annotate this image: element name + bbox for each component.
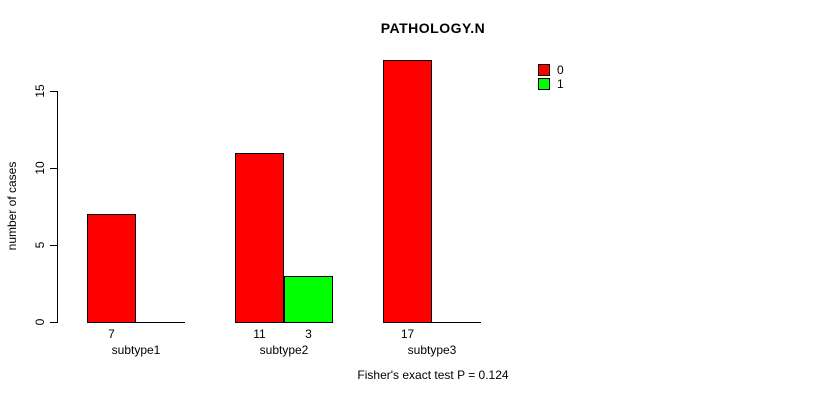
y-axis-line: [57, 91, 58, 323]
bar-value-label: 7: [108, 327, 115, 341]
legend-swatch: [538, 78, 550, 90]
chart-title: PATHOLOGY.N: [380, 20, 486, 36]
group-baseline: [383, 322, 481, 323]
y-tick-mark: [50, 91, 57, 92]
annotation-fisher-test: Fisher's exact test P = 0.124: [357, 368, 509, 382]
bar-value-label: 3: [305, 327, 312, 341]
y-tick-mark: [50, 322, 57, 323]
y-tick-label: 10: [33, 161, 47, 175]
y-tick-mark: [50, 168, 57, 169]
category-label-subtype1: subtype1: [111, 343, 161, 357]
bar-subtype2-series-1: [284, 275, 333, 323]
y-tick-mark: [50, 245, 57, 246]
y-tick-label: 0: [33, 318, 47, 326]
y-tick-label: 5: [33, 241, 47, 249]
y-axis-title: number of cases: [5, 161, 19, 251]
legend-label: 1: [557, 77, 564, 91]
bar-value-label: 17: [400, 327, 415, 341]
legend-swatch: [538, 64, 550, 76]
legend-row: 0: [538, 63, 564, 77]
bar-value-label: 11: [253, 327, 266, 341]
category-label-subtype2: subtype2: [259, 343, 309, 357]
bar-subtype3-series-0: [383, 60, 432, 323]
group-baseline: [87, 322, 185, 323]
group-baseline: [235, 322, 333, 323]
legend-label: 0: [557, 63, 564, 77]
bar-subtype2-series-0: [235, 152, 284, 323]
category-label-subtype3: subtype3: [407, 343, 457, 357]
bar-subtype1-series-0: [87, 214, 136, 323]
legend-row: 1: [538, 77, 564, 91]
y-tick-label: 15: [33, 84, 47, 98]
